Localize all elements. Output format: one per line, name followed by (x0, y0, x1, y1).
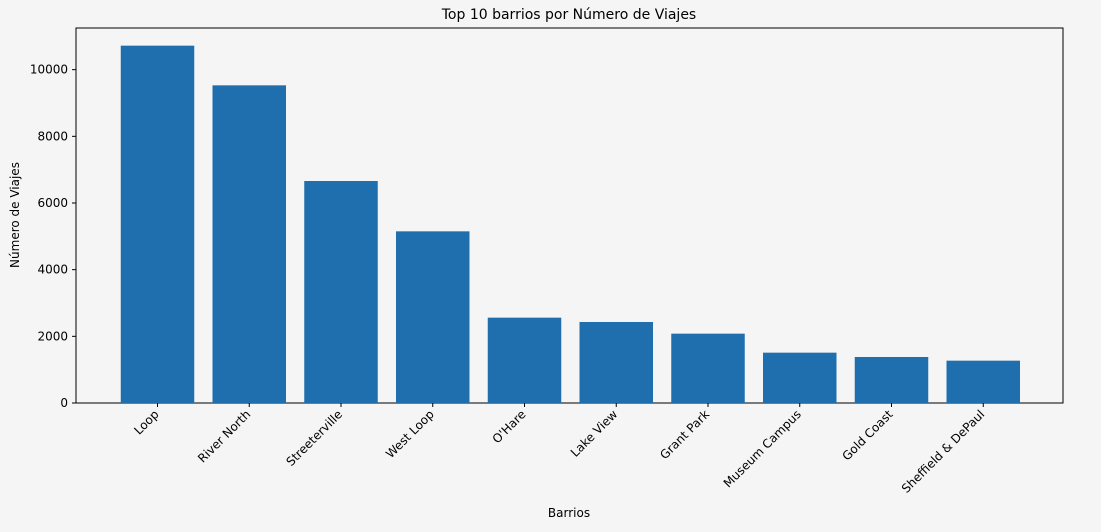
x-tick-label: River North (195, 407, 253, 465)
bar (212, 85, 286, 403)
bar (671, 333, 745, 403)
x-tick-label: Loop (131, 407, 161, 437)
bar (396, 231, 470, 403)
y-tick-label: 0 (60, 396, 68, 410)
y-tick-label: 10000 (30, 63, 68, 77)
bar (854, 357, 929, 403)
y-axis: 0 2000 4000 6000 8000 10000 (30, 63, 76, 410)
y-tick-label: 6000 (37, 196, 68, 210)
x-tick-label: Sheffield & DePaul (899, 407, 987, 495)
bars-layer (120, 45, 1020, 404)
y-axis-label: Número de Viajes (8, 162, 22, 268)
x-tick-label: Lake View (568, 407, 621, 460)
x-tick-label: O'Hare (490, 407, 529, 446)
y-tick-label: 8000 (37, 129, 68, 143)
x-axis: Loop River North Streeterville West Loop O'H… (131, 403, 987, 496)
x-tick-label: Gold Coast (839, 407, 895, 463)
y-tick-label: 2000 (37, 329, 68, 343)
bar (946, 360, 1020, 403)
x-tick-label: Grant Park (657, 407, 712, 462)
y-tick-label: 4000 (37, 263, 68, 277)
bar (487, 317, 562, 403)
x-tick-label: West Loop (383, 407, 437, 461)
bar (763, 352, 837, 403)
bar (304, 181, 378, 403)
x-axis-label: Barrios (548, 506, 590, 520)
x-tick-label: Streeterville (283, 407, 345, 469)
bar (579, 322, 653, 403)
x-tick-label: Museum Campus (721, 407, 804, 490)
chart-title: Top 10 barrios por Número de Viajes (441, 7, 696, 23)
bar (120, 45, 195, 404)
